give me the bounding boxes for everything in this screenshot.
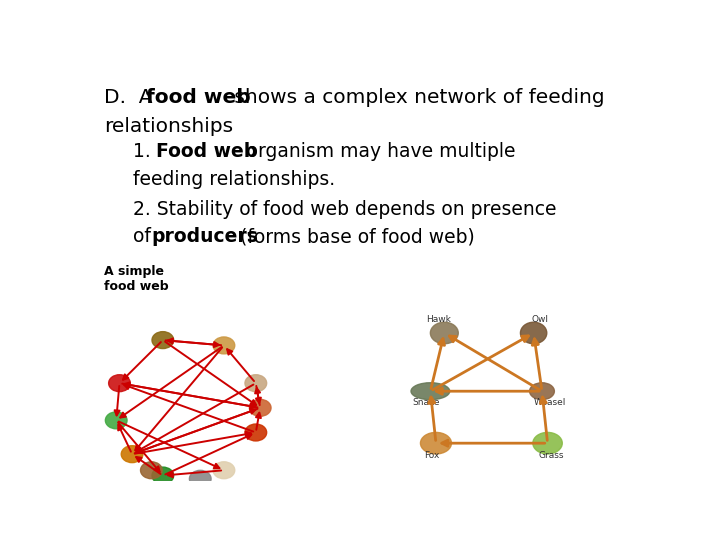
Text: 1.: 1. — [132, 142, 163, 161]
Text: Owl: Owl — [531, 315, 549, 323]
Text: feeding relationships.: feeding relationships. — [132, 170, 335, 188]
Ellipse shape — [152, 332, 174, 349]
Text: producers: producers — [151, 227, 258, 246]
Ellipse shape — [411, 383, 450, 400]
Ellipse shape — [245, 375, 266, 392]
Text: (forms base of food web): (forms base of food web) — [234, 227, 474, 246]
Text: shows a complex network of feeding: shows a complex network of feeding — [228, 88, 604, 107]
Ellipse shape — [105, 412, 127, 429]
Ellipse shape — [420, 433, 451, 454]
Ellipse shape — [533, 433, 562, 454]
Text: Hawk: Hawk — [426, 315, 451, 323]
Ellipse shape — [109, 375, 130, 392]
Text: D.  A: D. A — [104, 88, 159, 107]
Ellipse shape — [140, 462, 162, 479]
Text: Weasel: Weasel — [534, 399, 566, 407]
Ellipse shape — [213, 337, 235, 354]
Text: A simple
food web: A simple food web — [104, 265, 168, 293]
Text: Grass: Grass — [539, 451, 564, 460]
Text: of: of — [132, 227, 156, 246]
Ellipse shape — [121, 446, 143, 463]
Text: food web: food web — [146, 88, 251, 107]
Text: 2. Stability of food web depends on presence: 2. Stability of food web depends on pres… — [132, 200, 556, 219]
Ellipse shape — [530, 383, 554, 400]
Text: relationships: relationships — [104, 117, 233, 136]
Ellipse shape — [245, 424, 266, 441]
Text: Fox: Fox — [424, 451, 440, 460]
Text: - organism may have multiple: - organism may have multiple — [234, 142, 516, 161]
Ellipse shape — [152, 467, 174, 484]
Text: Food web: Food web — [156, 142, 257, 161]
Ellipse shape — [213, 462, 235, 479]
Text: Snake: Snake — [413, 399, 440, 407]
Ellipse shape — [189, 470, 211, 487]
Ellipse shape — [521, 322, 546, 344]
Ellipse shape — [431, 322, 458, 344]
Ellipse shape — [249, 400, 271, 416]
